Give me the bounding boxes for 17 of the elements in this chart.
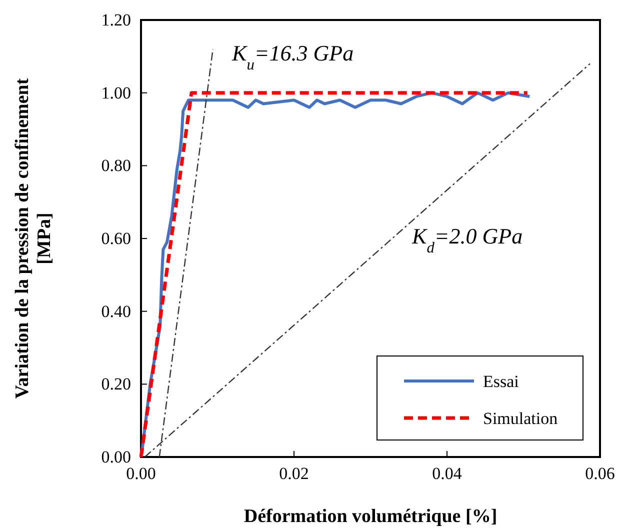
x-tick-label: 0.06 [585, 464, 615, 484]
x-tick-label: 0.04 [432, 464, 462, 484]
y-tick-label: 0.60 [101, 228, 131, 248]
y-tick-label: 1.00 [101, 83, 131, 102]
y-tick-label: 0.40 [101, 302, 131, 321]
y-tick-label: 0.00 [101, 447, 131, 466]
legend-label: Simulation [483, 408, 558, 428]
y-tick-label: 1.20 [101, 10, 131, 30]
y-tick-label: 0.20 [101, 374, 131, 394]
annotation: K$_{u}$=16.3 GPa [231, 40, 354, 74]
x-tick-label: 0.00 [126, 464, 156, 484]
annotation: K$_{d}$=2.0 GPa [411, 224, 523, 256]
x-tick-label: 0.02 [279, 464, 309, 484]
legend-label: Essai [483, 372, 520, 391]
y-axis-title: Variation de la pression de confinement [MPa] [12, 78, 55, 399]
x-axis-title: Déformation volumétrique [%] [244, 506, 498, 527]
y-tick-label: 0.80 [101, 156, 131, 176]
